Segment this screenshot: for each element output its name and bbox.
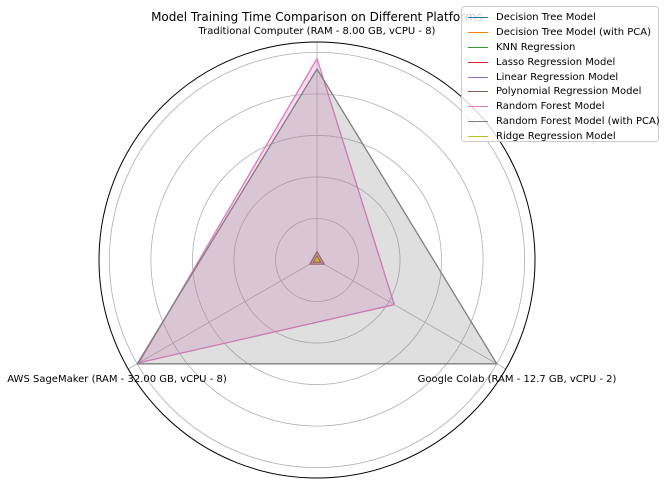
legend-item-6: Polynomial Regression Model [468,84,654,99]
legend-swatch-7 [468,106,488,108]
legend-swatch-4 [468,61,488,63]
legend-label-7: Random Forest Model [496,101,605,113]
legend-swatch-1 [468,16,488,18]
legend-swatch-9 [468,136,488,138]
series-line-8 [136,68,498,365]
axis-label-2: Google Colab (RAM - 12.7 GB, vCPU - 2) [418,374,617,385]
axis-spoke-3 [128,259,318,370]
axis-label-1: Traditional Computer (RAM - 8.00 GB, vCP… [198,26,436,37]
series-line-4 [312,255,322,263]
legend-item-4: Lasso Regression Model [468,55,654,70]
legend-label-9: Ridge Regression Model [496,131,616,143]
label-layer: Traditional Computer (RAM - 8.00 GB, vCP… [7,26,616,385]
polar-frame [98,41,536,479]
legend-item-9: Ridge Regression Model [468,129,654,144]
legend-item-3: KNN Regression [468,40,654,55]
legend-label-8: Random Forest Model (with PCA) [496,116,660,128]
legend-label-2: Decision Tree Model (with PCA) [496,26,652,38]
legend-swatch-5 [468,76,488,78]
legend-swatch-8 [468,121,488,123]
legend-item-5: Linear Regression Model [468,70,654,85]
legend-label-4: Lasso Regression Model [496,56,616,68]
series-area-8 [137,68,497,364]
legend-swatch-6 [468,91,488,93]
legend-label-3: KNN Regression [496,41,576,53]
legend-label-6: Polynomial Regression Model [496,86,642,98]
series-line-9 [314,257,320,262]
axis-label-3: AWS SageMaker (RAM - 32.00 GB, vCPU - 8) [7,374,227,385]
legend-label-1: Decision Tree Model [496,11,596,23]
legend-swatch-3 [468,46,488,48]
legend-item-8: Random Forest Model (with PCA) [468,114,660,129]
legend-item-7: Random Forest Model [468,99,654,114]
series-layer [136,57,498,365]
series-area-7 [138,58,395,363]
legend-item-1: Decision Tree Model [468,10,654,25]
legend-label-5: Linear Regression Model [496,71,619,83]
series-line-6 [309,251,325,265]
axis-spoke-2 [316,259,506,370]
legend: Decision Tree Model Decision Tree Model (… [461,6,660,144]
legend-item-2: Decision Tree Model (with PCA) [468,25,654,40]
series-line-7 [138,57,395,364]
grid-layer [98,41,536,479]
chart-title: Model Training Time Comparison on Differ… [151,10,483,24]
legend-swatch-2 [468,31,488,33]
